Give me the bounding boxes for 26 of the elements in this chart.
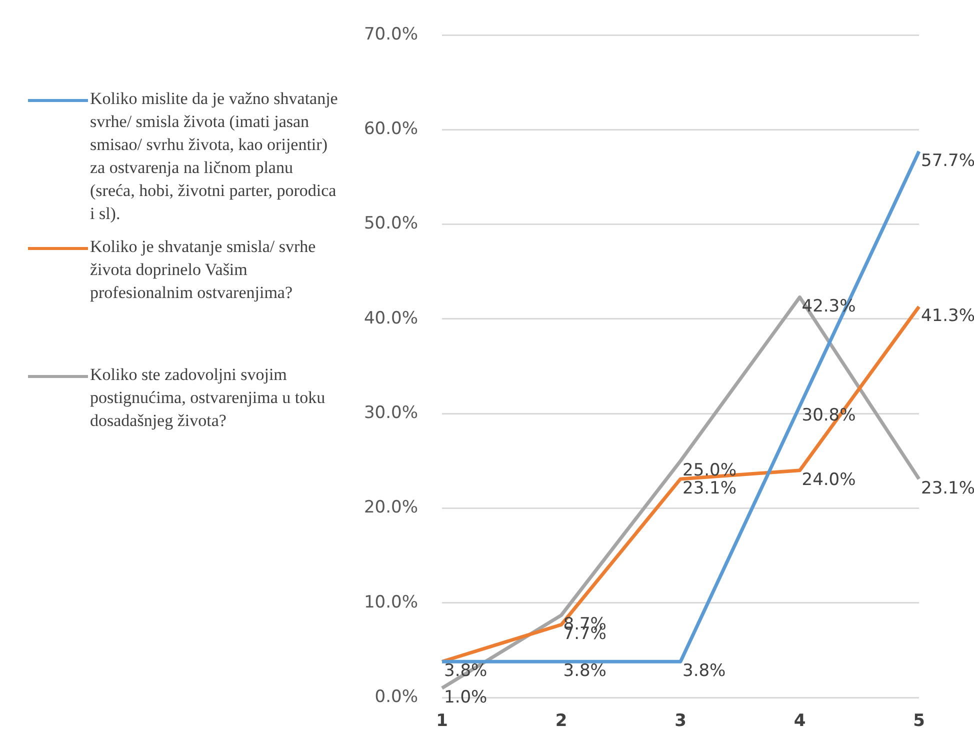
- x-tick-label: 3: [674, 711, 686, 732]
- y-tick-label: 60.0%: [364, 119, 418, 140]
- legend-label: Koliko je shvatanje smisla/ svrhe života doprinelo Vašim profesionalnim ostvarenjima?: [90, 236, 317, 304]
- x-tick-label: 2: [555, 711, 568, 732]
- data-label: 23.1%: [921, 478, 974, 498]
- y-tick-label: 40.0%: [364, 308, 418, 328]
- data-label: 41.3%: [921, 306, 974, 326]
- y-tick-label: 0.0%: [374, 687, 418, 708]
- y-tick-label: 50.0%: [364, 214, 418, 234]
- x-tick-label: 5: [913, 711, 925, 732]
- y-tick-label: 70.0%: [364, 24, 418, 44]
- data-label: 3.8%: [563, 661, 606, 682]
- data-label: 23.1%: [682, 478, 737, 498]
- data-label: 3.8%: [682, 661, 726, 682]
- legend-label: Koliko ste zadovoljni svojim postignućima, ostvarenjima u toku dosadašnjeg života?: [90, 364, 326, 432]
- x-tick-label: 4: [794, 711, 806, 732]
- y-tick-label: 30.0%: [364, 403, 418, 424]
- data-label: 3.8%: [444, 661, 488, 682]
- data-label: 57.7%: [921, 150, 974, 171]
- x-tick-label: 1: [436, 711, 448, 732]
- data-label: 1.0%: [444, 688, 488, 708]
- data-label: 24.0%: [802, 470, 856, 490]
- legend-label: Koliko mislite da je važno shvatanje svrhe/ smisla života (imati jasan smisao/ svrhu života, kao orijentir) za ostvarenja na ličnom planu (sreća, hobi, životni parter, porodica i sl).: [90, 88, 338, 225]
- y-tick-label: 10.0%: [364, 592, 418, 612]
- y-tick-label: 20.0%: [364, 498, 418, 518]
- data-label: 25.0%: [682, 460, 737, 480]
